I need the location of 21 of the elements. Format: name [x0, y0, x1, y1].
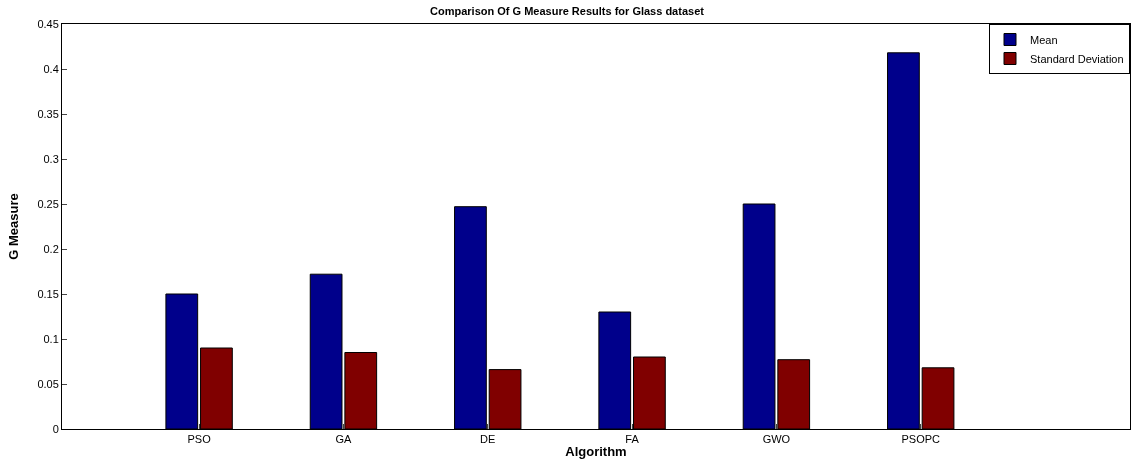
y-tick-label: 0.25 — [37, 197, 59, 210]
y-tick-label: 0.35 — [37, 107, 59, 120]
x-tick-label: GA — [335, 433, 353, 446]
y-tick-label: 0.4 — [43, 62, 59, 75]
x-tick-label: FA — [625, 433, 640, 446]
y-axis-title: G Measure — [6, 193, 22, 260]
legend-label: Mean — [1030, 33, 1058, 46]
x-tick-label: DE — [480, 433, 496, 446]
y-tick-label: 0.3 — [43, 152, 59, 165]
y-tick-label: 0 — [52, 422, 59, 435]
x-axis-title: Algorithm — [565, 444, 627, 459]
x-tick-label: PSO — [187, 433, 212, 446]
y-tick-label: 0.1 — [43, 332, 59, 345]
chart-title: Comparison Of G Measure Results for Glass dataset — [430, 4, 705, 17]
y-tick-label: 0.2 — [43, 242, 59, 255]
x-tick-label: PSOPC — [901, 433, 941, 446]
y-tick-label: 0.45 — [37, 17, 59, 30]
y-tick-label: 0.15 — [37, 287, 59, 300]
legend-label: Standard Deviation — [1030, 52, 1124, 65]
y-tick-label: 0.05 — [37, 377, 59, 390]
x-tick-label: GWO — [762, 433, 791, 446]
